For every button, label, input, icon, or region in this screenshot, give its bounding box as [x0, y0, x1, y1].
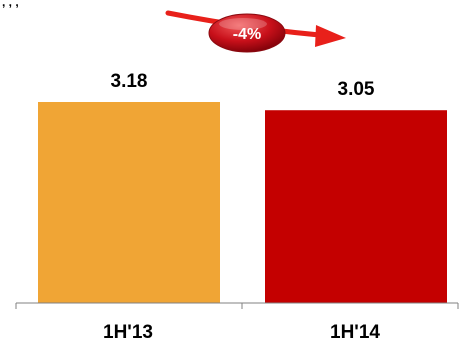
change-annotation: -4% — [165, 10, 346, 53]
badge-highlight — [219, 18, 267, 30]
data-label-1h13: 3.18 — [111, 71, 148, 92]
change-badge-label: -4% — [233, 26, 261, 43]
change-badge — [208, 13, 286, 53]
top-text-fragment: , , , — [2, 0, 19, 9]
bar-1h14 — [265, 110, 447, 303]
arrow-head-icon — [315, 25, 346, 47]
x-tick-label-1h14: 1H'14 — [330, 322, 380, 343]
bar-1h13 — [38, 102, 220, 303]
data-label-1h14: 3.05 — [338, 79, 375, 100]
x-tick-label-1h13: 1H'13 — [103, 322, 153, 343]
